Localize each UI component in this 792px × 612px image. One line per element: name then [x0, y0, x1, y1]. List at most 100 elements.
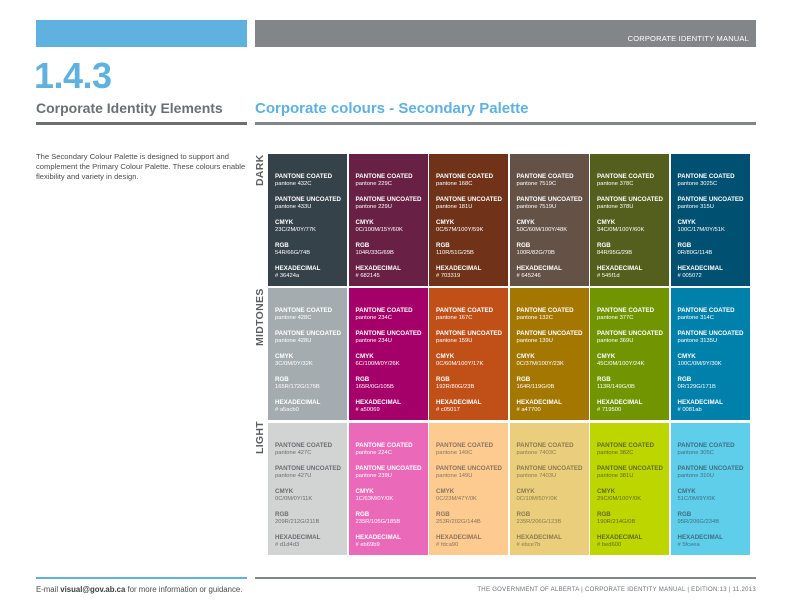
swatch-coated-value: pantone 7519C [516, 181, 557, 187]
swatch-cmyk-value: 50C/60M/100Y/48K [516, 227, 568, 233]
swatch-cmyk-value: 0C/57M/100Y/59K [436, 227, 484, 233]
swatch-uncoated-value: pantone 378U [597, 204, 634, 210]
swatch-rgb-value: 0R/80G/114B [677, 250, 713, 256]
swatch-coated-value: pantone 428C [275, 314, 312, 321]
swatch-cmyk-value: 0C/60M/100Y/17K [436, 360, 484, 367]
swatch-dark-4: PANTONE COATED pantone 7519C PANTONE UNCOA… [509, 154, 589, 286]
swatch-midtones-5: PANTONE COATED pantone 377C PANTONE UNCOAT… [590, 287, 669, 420]
swatch-uncoated-value: pantone 428U [275, 337, 312, 344]
swatch-field-label: RGB [677, 375, 692, 383]
swatch-light-2: PANTONE COATED pantone 224C PANTONE UNCOAT… [348, 423, 428, 555]
swatch-field-label: CMYK [355, 488, 374, 495]
swatch-cmyk-value: 0C/100M/15Y/60K [355, 227, 403, 233]
swatch-field-label: PANTONE UNCOATED [516, 196, 583, 203]
swatch-dark-6: PANTONE COATED pantone 3025C PANTONE UNCOA… [670, 154, 750, 286]
swatch-rgb-value: 165R/0G/105B [355, 383, 394, 390]
swatch-field-label: PANTONE COATED [275, 306, 333, 314]
swatch-field-label: PANTONE UNCOATED [436, 329, 502, 337]
swatch-field-label: CMYK [436, 352, 455, 360]
swatch-field-label: PANTONE UNCOATED [355, 329, 422, 337]
swatch-field-label: PANTONE UNCOATED [516, 329, 583, 337]
swatch-field-label: PANTONE COATED [677, 173, 735, 180]
swatch-dark-1: PANTONE COATED pantone 432C PANTONE UNCOAT… [268, 154, 347, 286]
swatch-field-label: HEXADECIMAL [677, 398, 723, 406]
swatch-field-label: RGB [597, 375, 611, 383]
swatch-dark-5: PANTONE COATED pantone 378C PANTONE UNCOAT… [590, 154, 669, 286]
swatch-rgb-value: 0R/129G/171B [677, 383, 716, 390]
swatch-field-label: PANTONE COATED [355, 173, 413, 180]
email-link[interactable]: visual@gov.ab.ca [60, 585, 126, 594]
swatch-field-label: PANTONE UNCOATED [275, 329, 341, 337]
swatch-cmyk-value: 0C/37M/100Y/23K [516, 360, 564, 367]
swatch-rgb-value: 110R/51G/25B [436, 250, 474, 256]
swatch-uncoated-value: pantone 229U [355, 204, 392, 210]
swatch-rgb-value: 253R/202G/144B [436, 519, 481, 525]
swatch-hex-value: # 703319 [436, 273, 461, 279]
swatch-coated-value: pantone 132C [516, 314, 553, 321]
swatch-cmyk-value: 0C/10M/50Y/0K [516, 496, 558, 502]
swatch-coated-value: pantone 3025C [677, 181, 718, 187]
swatch-hex-value: # fdca90 [436, 542, 459, 548]
swatch-field-label: PANTONE COATED [275, 173, 333, 180]
swatch-field-label: HEXADECIMAL [355, 265, 401, 272]
swatch-field-label: RGB [516, 242, 531, 249]
swatch-light-6: PANTONE COATED pantone 305C PANTONE UNCOAT… [670, 423, 750, 555]
intro-text: The Secondary Colour Palette is designed… [36, 152, 246, 181]
swatch-cmyk-value: 0C/0M/0Y/11K [275, 496, 313, 502]
swatch-field-label: HEXADECIMAL [516, 398, 562, 406]
swatch-field-label: PANTONE COATED [355, 306, 413, 314]
title-rule-right [255, 122, 756, 125]
swatch-hex-value: # ebce7b [516, 542, 541, 548]
page-title: Corporate colours - Secondary Palette [255, 100, 529, 117]
swatch-hex-value: # eb69b9 [355, 542, 380, 548]
swatch-field-label: HEXADECIMAL [597, 265, 643, 272]
swatch-midtones-2: PANTONE COATED pantone 234C PANTONE UNCOAT… [348, 287, 428, 420]
swatch-hex-value: # 36424a [275, 273, 300, 279]
swatch-field-label: PANTONE UNCOATED [677, 465, 744, 472]
swatch-rgb-value: 190R/214G/0B [597, 519, 636, 525]
swatch-field-label: PANTONE COATED [516, 173, 574, 180]
swatch-field-label: RGB [436, 511, 450, 518]
swatch-coated-value: pantone 314C [677, 314, 714, 321]
swatch-field-label: PANTONE UNCOATED [436, 465, 502, 472]
swatch-field-label: PANTONE UNCOATED [677, 329, 744, 337]
swatch-hex-value: # 682145 [355, 273, 380, 279]
swatch-field-label: HEXADECIMAL [355, 398, 401, 406]
swatch-uncoated-value: pantone 315U [677, 204, 714, 210]
swatch-cmyk-value: 29C/0M/100Y/0K [597, 496, 642, 502]
swatch-field-label: RGB [516, 375, 531, 383]
swatch-cmyk-value: 100C/0M/9Y/30K [677, 360, 722, 367]
swatch-cmyk-value: 23C/2M/0Y/77K [275, 227, 316, 233]
swatch-field-label: PANTONE UNCOATED [275, 196, 341, 203]
swatch-field-label: RGB [355, 511, 370, 518]
swatch-field-label: CMYK [355, 352, 374, 360]
swatch-field-label: HEXADECIMAL [516, 265, 562, 272]
swatch-field-label: HEXADECIMAL [355, 534, 401, 541]
swatch-field-label: PANTONE UNCOATED [597, 329, 663, 337]
swatch-field-label: CMYK [355, 219, 374, 226]
swatch-coated-value: pantone 377C [597, 314, 634, 321]
swatch-field-label: RGB [275, 375, 289, 383]
swatch-uncoated-value: pantone 139U [516, 337, 553, 344]
swatch-field-label: HEXADECIMAL [275, 265, 321, 272]
swatch-coated-value: pantone 234C [355, 314, 392, 321]
swatch-rgb-value: 235R/206G/123B [516, 519, 562, 525]
swatch-light-5: PANTONE COATED pantone 382C PANTONE UNCOAT… [590, 423, 669, 555]
swatch-rgb-value: 165R/172G/176B [275, 383, 320, 390]
swatch-field-label: PANTONE COATED [677, 306, 735, 314]
swatch-field-label: HEXADECIMAL [436, 265, 482, 272]
swatch-field-label: CMYK [597, 488, 616, 495]
header-gray-bar [255, 20, 756, 47]
swatch-coated-value: pantone 167C [436, 314, 473, 321]
swatch-cmyk-value: 100C/17M/0Y/51K [677, 227, 725, 233]
swatch-field-label: CMYK [677, 219, 696, 226]
swatch-rgb-value: 209R/212G/211B [275, 519, 320, 525]
swatch-field-label: CMYK [597, 352, 616, 360]
swatch-field-label: CMYK [275, 352, 294, 360]
swatch-hex-value: # a5acb0 [275, 406, 299, 413]
swatch-field-label: HEXADECIMAL [597, 534, 643, 541]
swatch-uncoated-value: pantone 433U [275, 204, 312, 210]
swatch-coated-value: pantone 378C [597, 181, 634, 187]
swatch-hex-value: # 0081ab [677, 406, 702, 413]
swatch-hex-value: # d1d4d3 [275, 542, 300, 548]
